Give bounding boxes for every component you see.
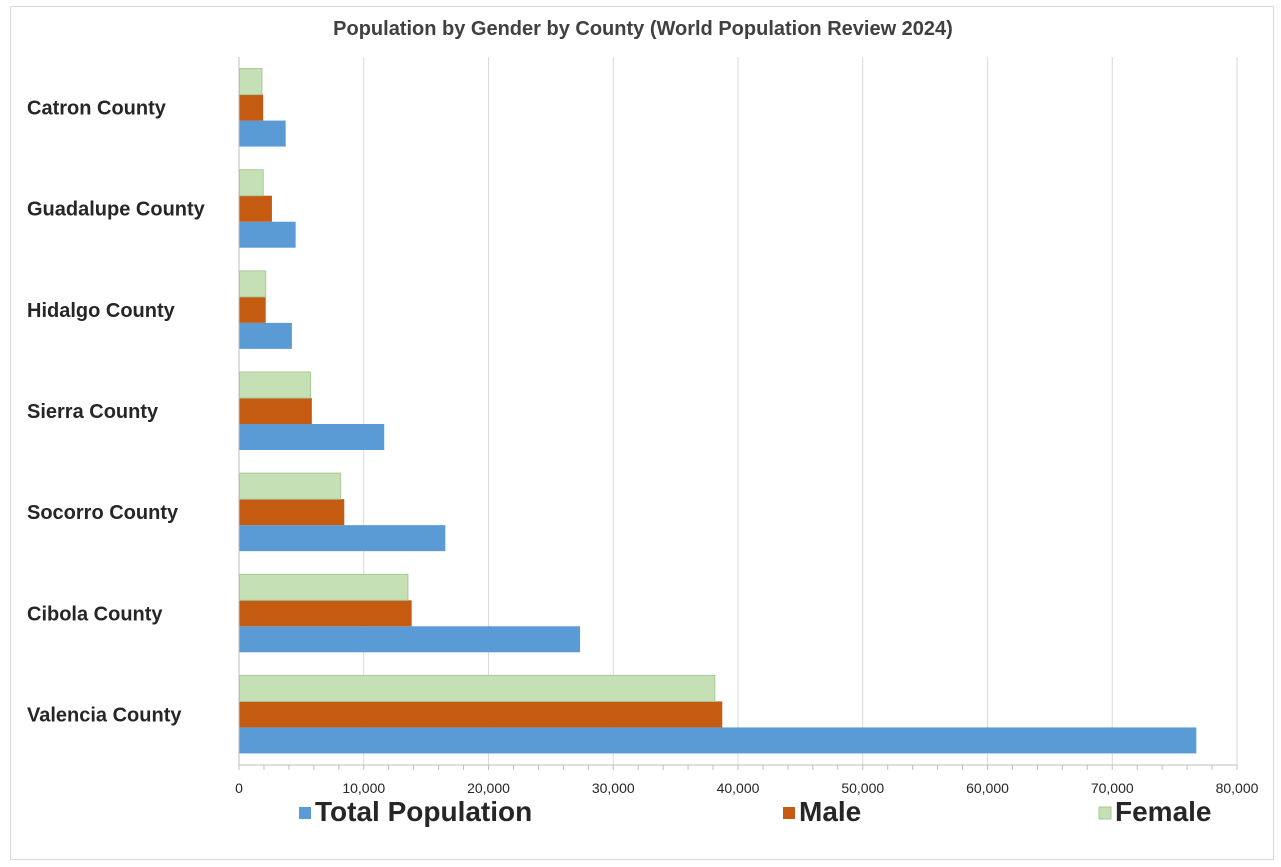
bar-female bbox=[239, 270, 267, 298]
bar-total-population bbox=[239, 424, 385, 450]
bar-total-population bbox=[239, 221, 296, 248]
bar-female bbox=[239, 68, 263, 96]
chart: Population by Gender by County (World Po… bbox=[10, 6, 1274, 860]
legend-swatch bbox=[299, 807, 311, 819]
category-labels: Catron County Guadalupe County Hidalgo Cou… bbox=[27, 98, 206, 727]
x-tick-label: 20,000 bbox=[467, 780, 510, 796]
x-tick-label: 80,000 bbox=[1216, 780, 1259, 796]
bar-male bbox=[239, 701, 723, 728]
bar-male bbox=[239, 94, 264, 121]
x-tick-label: 30,000 bbox=[592, 780, 635, 796]
bar-female bbox=[239, 472, 342, 500]
legend-label: Total Population bbox=[315, 796, 532, 827]
category-label: Socorro County bbox=[27, 502, 179, 524]
legend-swatch bbox=[1098, 806, 1112, 820]
bar-male bbox=[239, 398, 312, 424]
bar-male bbox=[239, 600, 412, 627]
bar-female bbox=[239, 371, 312, 399]
legend-swatch bbox=[783, 807, 795, 819]
legend: Total Population Male Female bbox=[299, 796, 1212, 827]
legend-label: Female bbox=[1115, 796, 1212, 827]
x-tick-label: 10,000 bbox=[342, 780, 385, 796]
category-label: Guadalupe County bbox=[27, 199, 206, 221]
bar-total-population bbox=[239, 525, 446, 552]
category-label: Valencia County bbox=[27, 704, 182, 726]
bars bbox=[239, 68, 1197, 754]
x-tick-label: 40,000 bbox=[717, 780, 760, 796]
bar-male bbox=[239, 296, 266, 323]
legend-label: Male bbox=[799, 796, 861, 827]
category-label: Cibola County bbox=[27, 603, 163, 625]
chart-title: Population by Gender by County (World Po… bbox=[333, 18, 953, 40]
gridlines bbox=[363, 57, 1238, 765]
bar-male bbox=[239, 499, 345, 526]
x-axis: 0 10,000 20,000 30,000 40,000 50,000 60,000 70,… bbox=[235, 57, 1259, 796]
bar-total-population bbox=[239, 626, 581, 653]
bar-total-population bbox=[239, 727, 1197, 754]
bar-female bbox=[239, 573, 409, 601]
x-tick-label: 70,000 bbox=[1091, 780, 1134, 796]
bar-male bbox=[239, 195, 272, 222]
chart-canvas: Population by Gender by County (World Po… bbox=[27, 18, 1259, 827]
category-label: Catron County bbox=[27, 98, 167, 120]
bar-total-population bbox=[239, 120, 286, 147]
x-tick-label: 50,000 bbox=[841, 780, 884, 796]
category-label: Sierra County bbox=[27, 401, 159, 423]
bar-female bbox=[239, 169, 264, 197]
bar-total-population bbox=[239, 322, 292, 349]
category-label: Hidalgo County bbox=[27, 300, 176, 322]
x-tick-label: 60,000 bbox=[966, 780, 1009, 796]
x-tick-label: 0 bbox=[235, 780, 243, 796]
bar-female bbox=[239, 674, 716, 702]
